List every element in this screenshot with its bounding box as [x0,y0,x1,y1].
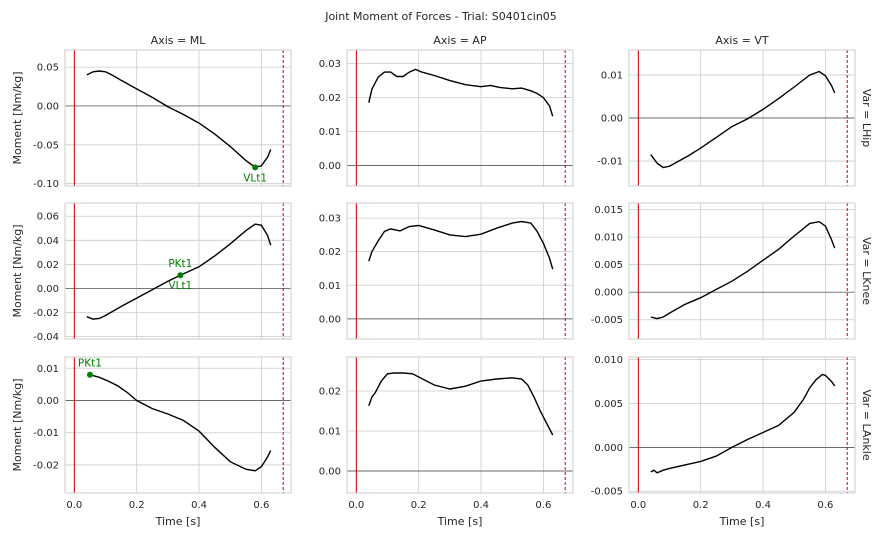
y-tick-label: 0.01 [319,427,341,438]
series-line [86,70,272,169]
panel: -0.005 0.000 0.005 0.010 0.015 [591,202,856,340]
x-axis-label: Time [s] [437,515,483,528]
y-tick-label: 0.03 [319,59,341,70]
column-title: Axis = VT [715,34,769,47]
y-tick-label: -0.10 [33,179,59,190]
series-line [86,223,272,320]
y-tick-label: 0.000 [594,443,623,454]
row-label: Var = LHip [860,89,873,148]
x-tick-label: 0.2 [129,500,145,511]
panel-frame [64,49,292,187]
y-tick-label: 0.05 [37,63,59,74]
panel-frame [64,202,292,340]
panel: -0.005 0.000 0.005 0.010 0.0 0.2 0.4 0.6 [591,355,856,511]
y-tick-label: -0.02 [33,308,59,319]
panel-frame [64,356,292,494]
annotation-marker [252,164,259,171]
figure-title: Joint Moment of Forces - Trial: S0401cin… [324,10,557,23]
series-line [89,374,272,472]
panel-frame [346,356,574,494]
annotation-label: PKt1 [78,358,102,370]
panel: PKt1 -0.02 -0.01 0.00 0.01 0.0 0.2 0.4 0.6 [33,356,292,511]
y-tick-label: 0.010 [594,233,623,244]
y-tick-label: 0.00 [319,314,341,325]
y-tick-label: -0.01 [33,428,59,439]
column-title: Axis = AP [433,34,487,47]
series-line [650,373,836,474]
row-label: Var = LAnkle [860,389,873,460]
x-tick-label: 0.0 [630,500,646,511]
panel: PKt1 VLt1 -0.04 -0.02 0.00 0.02 0.04 0.06 [33,202,292,343]
y-tick-label: 0.000 [594,288,623,299]
y-tick-label: 0.00 [319,161,341,172]
y-tick-label: 0.01 [319,127,341,138]
y-tick-label: 0.005 [594,399,623,410]
y-tick-label: 0.005 [594,260,623,271]
panel-frame [628,49,856,187]
series-line [650,70,836,169]
x-axis-label: Time [s] [155,515,201,528]
panel-frame [346,202,574,340]
series-line [368,68,554,117]
y-tick-label: -0.005 [591,315,623,326]
annotation-marker [177,272,184,279]
y-tick-label: 0.01 [37,364,59,375]
y-tick-label: 0.00 [601,114,623,125]
y-tick-label: 0.02 [319,247,341,258]
y-tick-label: 0.03 [319,214,341,225]
panel: 0.00 0.01 0.02 0.03 [319,49,574,187]
x-tick-label: 0.2 [411,500,427,511]
y-tick-label: -0.05 [33,140,59,151]
y-tick-label: 0.06 [37,212,59,223]
x-axis-label: Time [s] [719,515,765,528]
panel-frame [346,49,574,187]
x-tick-label: 0.4 [191,500,207,511]
y-tick-label: 0.02 [319,387,341,398]
y-tick-label: -0.02 [33,460,59,471]
x-tick-label: 0.0 [66,500,82,511]
panel: -0.01 0.00 0.01 [597,49,856,187]
y-axis-label: Moment [Nm/kg] [11,378,24,471]
annotation-label: PKt1 [168,258,192,270]
y-tick-label: -0.04 [33,332,59,343]
x-tick-label: 0.2 [693,500,709,511]
y-tick-label: 0.010 [594,355,623,366]
panel-frame [628,202,856,340]
panel: VLt1 -0.10 -0.05 0.00 0.05 [33,49,292,190]
y-tick-label: 0.02 [37,260,59,271]
x-tick-label: 0.4 [473,500,489,511]
x-tick-label: 0.6 [253,500,269,511]
panel-frame [628,356,856,494]
x-tick-label: 0.4 [755,500,771,511]
series-line [368,220,554,270]
annotation-label: VLt1 [168,280,192,292]
row-label: Var = LKnee [860,237,873,305]
series-line [650,220,836,320]
x-tick-label: 0.6 [535,500,551,511]
y-tick-label: -0.01 [597,157,623,168]
column-title: Axis = ML [151,34,207,47]
y-axis-label: Moment [Nm/kg] [11,224,24,317]
y-tick-label: -0.005 [591,487,623,498]
y-axis-label: Moment [Nm/kg] [11,71,24,164]
panel: 0.00 0.01 0.02 0.0 0.2 0.4 0.6 [319,356,574,511]
x-tick-label: 0.6 [817,500,833,511]
series-line [368,372,554,436]
y-tick-label: 0.00 [37,396,59,407]
annotation-marker [86,371,93,378]
y-tick-label: 0.04 [37,236,59,247]
y-tick-label: 0.015 [594,205,623,216]
x-tick-label: 0.0 [348,500,364,511]
y-tick-label: 0.01 [601,70,623,81]
y-tick-label: 0.00 [37,284,59,295]
panel-grid: Axis = ML Axis = AP Axis = VT Var = LHip Var… [11,34,873,528]
y-tick-label: 0.02 [319,93,341,104]
y-tick-label: 0.01 [319,281,341,292]
annotation-label: VLt1 [243,172,267,184]
panel: 0.00 0.01 0.02 0.03 [319,202,574,340]
y-tick-label: 0.00 [37,101,59,112]
y-tick-label: 0.00 [319,467,341,478]
